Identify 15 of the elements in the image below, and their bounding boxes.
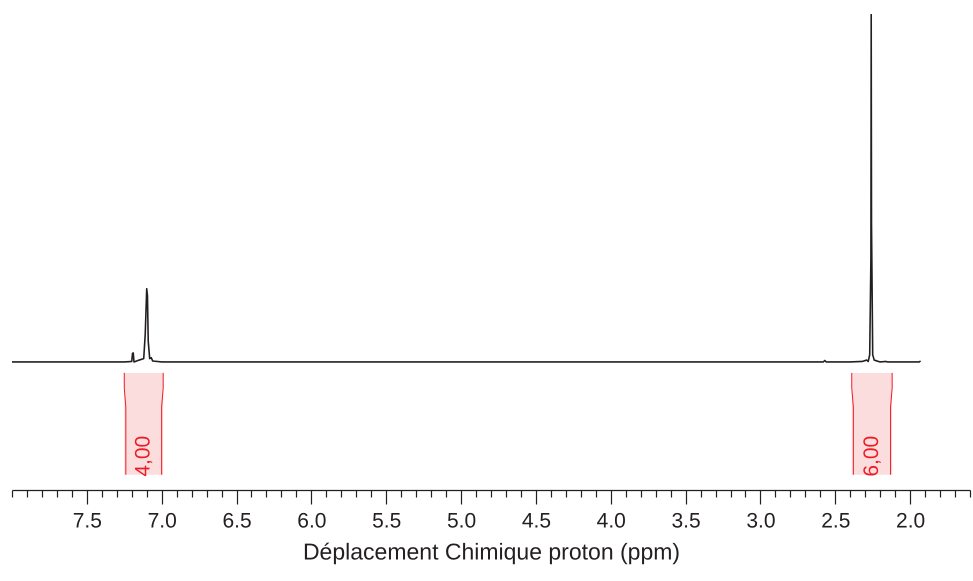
x-tick-label: 6.0	[297, 510, 326, 532]
x-tick-label: 2.0	[896, 510, 926, 532]
x-tick-label: 6.5	[222, 510, 252, 532]
x-tick-label: 2.5	[821, 510, 850, 532]
x-tick-label: 3.0	[746, 510, 776, 532]
x-tick-label: 4.0	[596, 510, 626, 532]
x-tick-label: 4.5	[522, 510, 552, 532]
x-tick-label: 5.0	[446, 510, 476, 532]
x-tick-label: 7.0	[148, 510, 177, 532]
x-tick-label: 5.5	[372, 510, 402, 532]
band-label: 6,00	[860, 436, 883, 477]
text: 7.5	[72, 510, 102, 532]
x-axis-title: Déplacement Chimique proton (ppm)	[302, 538, 680, 564]
band-label: 4,00	[132, 436, 155, 477]
x-tick-label: 3.5	[671, 510, 701, 532]
